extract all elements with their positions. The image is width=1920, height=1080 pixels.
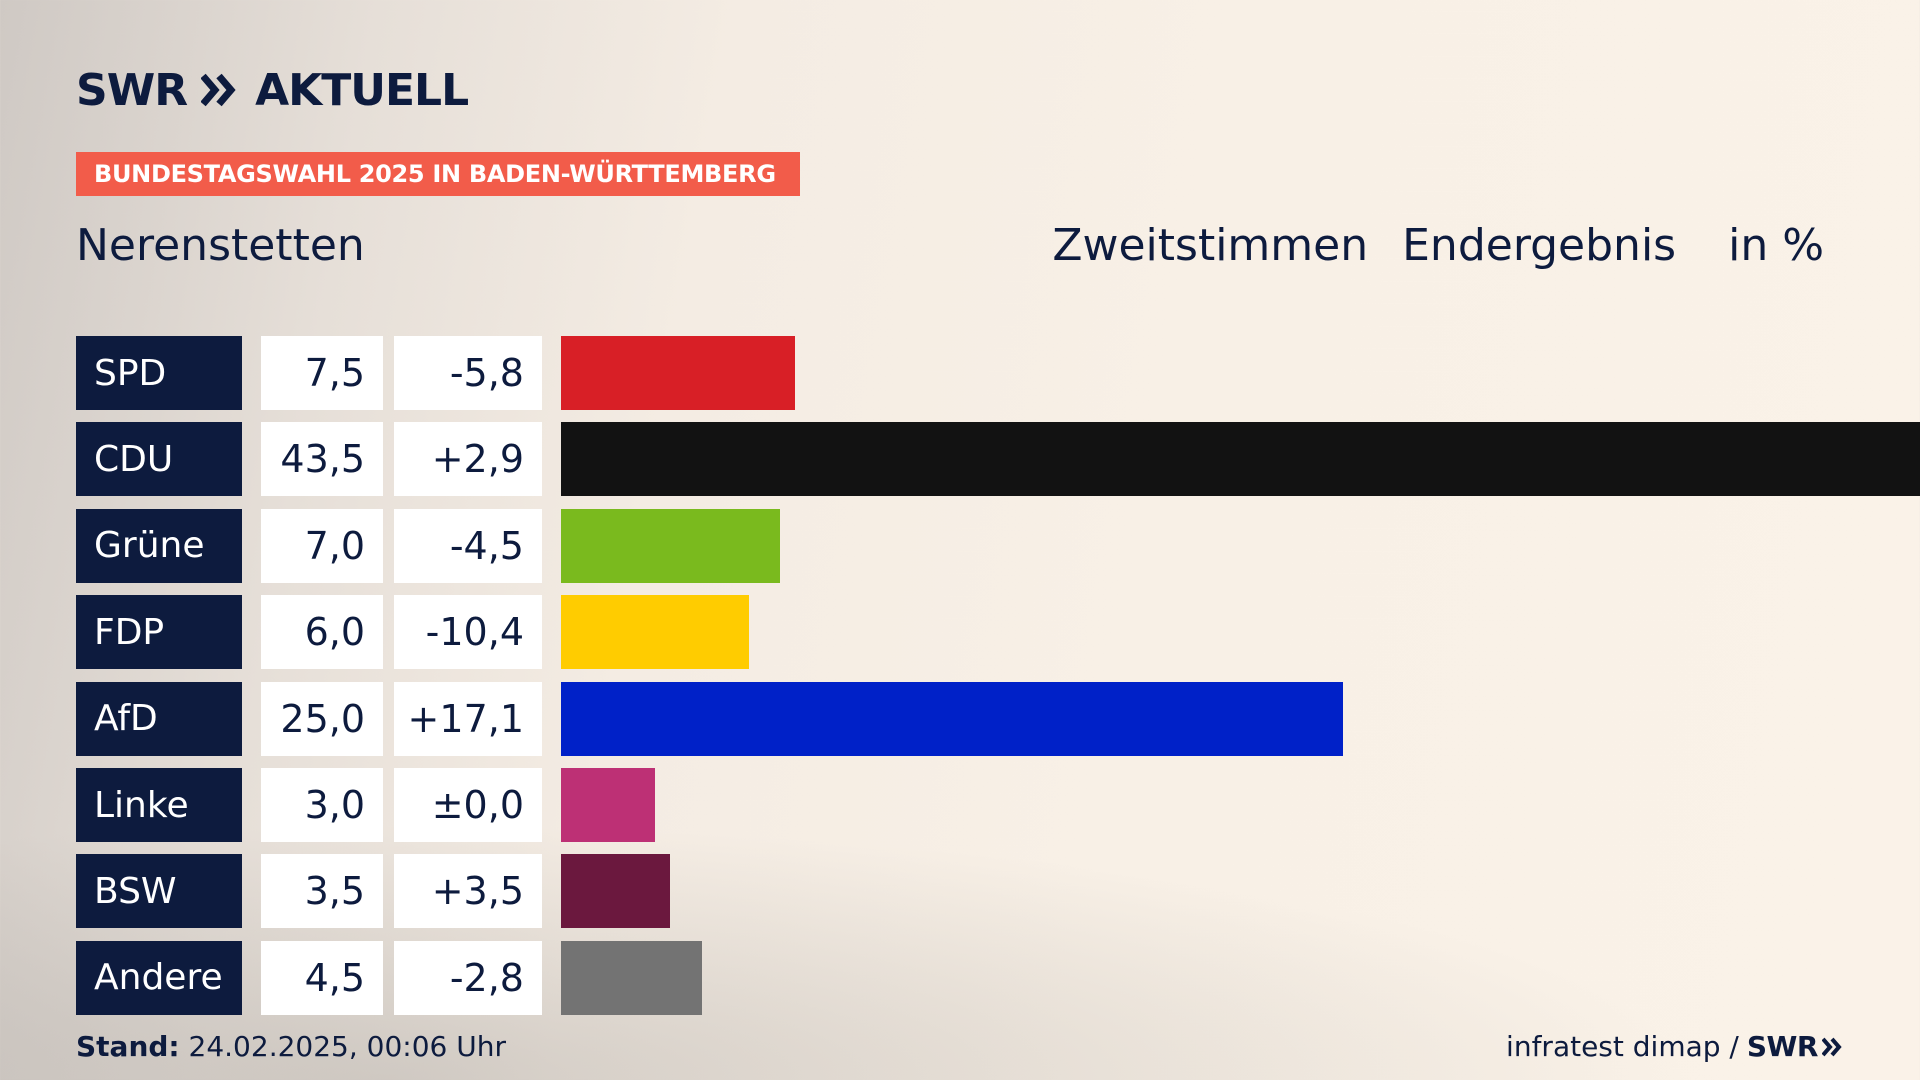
party-label: Linke [76,768,242,842]
source-brand-text: SWR [1746,1030,1819,1063]
source-text: infratest dimap / [1506,1030,1739,1063]
double-chevron-icon [201,73,236,107]
party-label: BSW [76,854,242,929]
party-label: FDP [76,595,242,670]
diff-label: -5,8 [394,336,542,410]
bar-cdu [561,422,1920,497]
bar-linke [561,768,655,842]
value-label: 3,5 [261,854,383,929]
bar-fdp [561,595,749,670]
party-label: Grüne [76,508,242,583]
bar-afd [561,681,1343,756]
diff-label: -4,5 [394,508,542,583]
value-label: 7,0 [261,508,383,583]
party-label: AfD [76,681,242,756]
timestamp: Stand: 24.02.2025, 00:06 Uhr [76,1030,506,1063]
value-label: 7,5 [261,336,383,410]
stand-label: Stand: [76,1030,180,1063]
party-label: SPD [76,336,242,410]
swr-aktuell-logo: SWR AKTUELL [76,64,469,116]
bar-grüne [561,508,780,583]
unit-label: in % [1728,220,1824,271]
diff-label: +17,1 [394,681,542,756]
result-type-label: Endergebnis [1402,220,1677,271]
source-brand: SWR [1747,1030,1844,1063]
bar-spd [561,336,796,410]
chart-header: Zweitstimmen Endergebnis in % [1052,220,1824,271]
value-label: 25,0 [261,681,383,756]
place-title: Nerenstetten [76,220,365,271]
party-label: Andere [76,940,242,1015]
diff-label: ±0,0 [394,768,542,842]
source-credit: infratest dimap / SWR [1506,1030,1844,1063]
value-label: 43,5 [261,422,383,497]
bar-andere [561,940,702,1015]
logo-aktuell-text: AKTUELL [255,64,469,116]
diff-label: -2,8 [394,940,542,1015]
diff-label: +2,9 [394,422,542,497]
logo-swr-text: SWR [76,64,188,116]
election-banner: BUNDESTAGSWAHL 2025 IN BADEN-WÜRTTEMBERG [76,152,800,196]
value-label: 3,0 [261,768,383,842]
small-double-chevron-icon [1822,1037,1842,1056]
party-label: CDU [76,422,242,497]
diff-label: +3,5 [394,854,542,929]
stand-value: 24.02.2025, 00:06 Uhr [188,1030,506,1063]
value-label: 6,0 [261,595,383,670]
diff-label: -10,4 [394,595,542,670]
vote-type-label: Zweitstimmen [1052,220,1369,271]
value-label: 4,5 [261,940,383,1015]
bar-bsw [561,854,671,929]
